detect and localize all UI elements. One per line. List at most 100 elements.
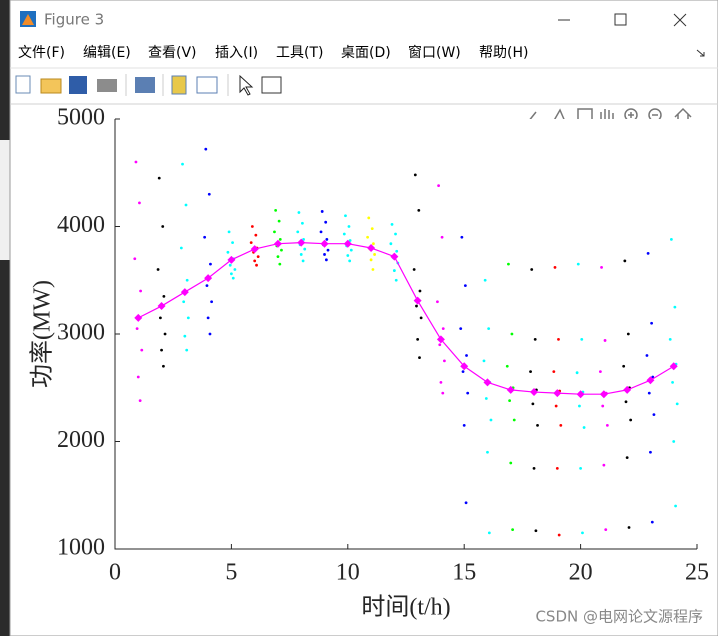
scatter-point: [207, 192, 211, 196]
window-title: Figure 3: [44, 11, 104, 29]
axis-line: [114, 119, 697, 550]
scatter-point: [645, 354, 649, 357]
scatter-point: [672, 440, 676, 443]
desktop-edge: [0, 140, 10, 260]
scatter-point: [464, 501, 468, 505]
scatter-point: [366, 235, 369, 239]
scatter-point: [511, 528, 515, 532]
link-button[interactable]: [135, 77, 155, 93]
scatter-point: [579, 466, 582, 470]
x-tick-label: 25: [685, 560, 709, 586]
print-button[interactable]: [97, 79, 117, 92]
colorbar-button[interactable]: [171, 75, 187, 95]
scatter-point: [624, 400, 628, 404]
new-button[interactable]: [15, 75, 31, 94]
open-button[interactable]: [40, 78, 62, 94]
mean-marker: [669, 362, 678, 371]
scatter-point: [466, 391, 470, 395]
scatter-point: [278, 238, 282, 241]
scatter-point: [416, 337, 420, 341]
scatter-point: [139, 289, 143, 293]
menu-item[interactable]: 窗口(W): [408, 44, 461, 61]
scatter-point: [530, 268, 534, 271]
scatter-point: [367, 216, 371, 220]
mean-marker: [390, 252, 399, 261]
legend-button[interactable]: [196, 76, 218, 94]
scatter-point: [461, 370, 465, 374]
scatter-point: [208, 332, 212, 336]
save-button[interactable]: [69, 76, 87, 94]
mean-marker: [506, 385, 515, 394]
x-tick-label: 15: [452, 560, 476, 586]
scatter-point: [576, 262, 580, 266]
scatter-point: [179, 246, 183, 250]
scatter-point: [390, 222, 394, 226]
mean-marker: [320, 239, 329, 248]
scatter-point: [575, 371, 579, 375]
mean-marker: [436, 335, 445, 344]
axes: 1000 2000 3000 4000 5000 0 5 10 15 20 25: [57, 105, 709, 586]
scatter-point: [303, 247, 307, 251]
scatter-point: [369, 258, 373, 262]
scatter-point: [302, 238, 305, 241]
scatter-point: [509, 461, 513, 465]
menu-item[interactable]: 文件(F): [18, 45, 65, 61]
app-icon: [22, 14, 34, 25]
menu-item[interactable]: 编辑(E): [83, 45, 131, 61]
mean-marker: [297, 238, 306, 247]
scatter-point: [508, 399, 511, 403]
scatter-point: [392, 269, 396, 272]
x-tick-label: 20: [569, 560, 593, 586]
mean-marker: [227, 255, 236, 264]
scatter-point: [274, 208, 278, 212]
scatter-point: [646, 251, 650, 255]
scatter-point: [652, 413, 656, 417]
scatter-point: [552, 370, 556, 374]
mean-marker: [553, 389, 562, 398]
scatter-point: [373, 253, 376, 256]
dock-arrow[interactable]: [696, 49, 705, 57]
scatter-point: [161, 225, 165, 228]
scatter-point: [389, 242, 393, 246]
menu-item[interactable]: 查看(V): [148, 45, 197, 61]
select-button[interactable]: [239, 74, 254, 96]
menu-item[interactable]: 工具(T): [276, 45, 323, 61]
scatter-point: [650, 321, 654, 325]
scatter-point: [299, 253, 303, 256]
scatter-point: [319, 230, 323, 234]
scatter-point: [512, 418, 516, 422]
scatter-point: [228, 263, 232, 267]
mean-marker: [273, 239, 282, 248]
menu-item[interactable]: 桌面(D): [341, 45, 391, 61]
scatter-point: [157, 176, 161, 180]
scatter-point: [580, 337, 584, 341]
scatter-point: [185, 348, 189, 352]
scatter-point: [273, 230, 276, 234]
close-button[interactable]: [673, 13, 687, 27]
scatter-point: [324, 220, 328, 224]
mean-marker: [646, 376, 655, 385]
scatter-point: [465, 354, 468, 357]
mean-marker: [413, 296, 422, 305]
scatter-point: [487, 531, 491, 535]
scatter-point: [138, 399, 142, 403]
scatter-point: [418, 289, 422, 293]
scatter-point: [629, 418, 633, 422]
scatter-point: [162, 364, 165, 368]
scatter-point: [623, 259, 627, 263]
menu-item[interactable]: 帮助(H): [479, 45, 528, 61]
scatter-point: [371, 268, 375, 271]
scatter-point: [557, 533, 561, 537]
scatter-point: [276, 255, 280, 258]
scatter-point: [438, 343, 442, 347]
pan-button[interactable]: [599, 109, 615, 125]
menu-item[interactable]: 插入(I): [215, 45, 258, 61]
scatter-point: [204, 147, 208, 151]
plot-area: [115, 119, 697, 549]
scatter-point: [156, 268, 160, 271]
maximize-button[interactable]: [614, 13, 627, 26]
scatter-point: [181, 162, 184, 166]
property-button[interactable]: [261, 76, 282, 94]
scatter-point: [320, 210, 324, 213]
